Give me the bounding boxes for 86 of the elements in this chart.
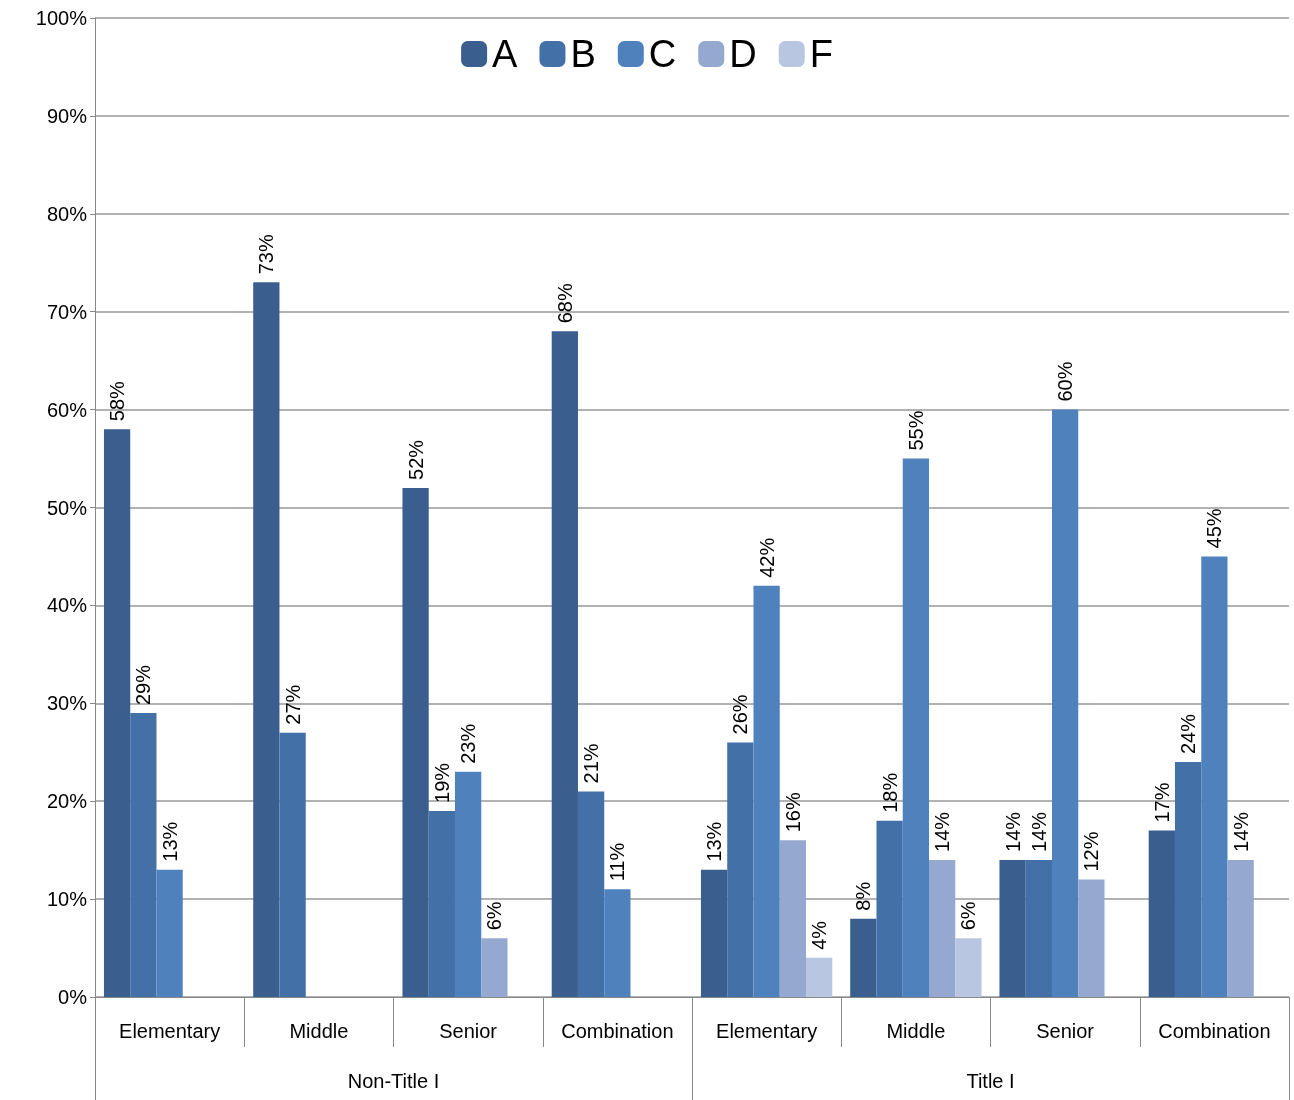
data-label: 13% (158, 821, 181, 862)
x-tick-label: Combination (1158, 1020, 1271, 1042)
bar (253, 282, 280, 997)
data-label: 13% (703, 821, 726, 862)
bar (727, 742, 754, 997)
data-label: 6% (483, 901, 506, 931)
x-tick-label: Middle (886, 1020, 946, 1042)
y-tick-label: 40% (46, 594, 88, 617)
data-label: 58% (106, 380, 129, 422)
x-tick-label: Elementary (119, 1020, 221, 1042)
data-label: 14% (1027, 811, 1050, 852)
bar (929, 859, 956, 997)
data-label: 42% (755, 537, 778, 578)
bar (779, 840, 807, 997)
x-tick-label: Combination (561, 1020, 674, 1042)
bar (955, 938, 982, 997)
bar (103, 429, 131, 997)
bar (1227, 859, 1254, 997)
bar (1025, 859, 1052, 997)
data-label: 60% (1054, 361, 1077, 402)
bar (700, 869, 728, 997)
text: Non-Title I (347, 1070, 440, 1092)
bar (428, 810, 455, 997)
legend-label: F (809, 33, 833, 75)
bar (577, 791, 605, 997)
data-label: 27% (281, 684, 304, 725)
legend-label: B (570, 33, 596, 75)
data-label: 11% (606, 842, 629, 882)
x-tick-label: Senior (1036, 1020, 1095, 1042)
data-label: 55% (904, 410, 927, 451)
data-label: 26% (729, 694, 752, 735)
data-label: 29% (132, 664, 155, 706)
bar (1078, 879, 1105, 997)
bar (481, 938, 508, 997)
data-label: 52% (404, 439, 427, 480)
data-label: 16% (781, 792, 804, 833)
bar (1174, 762, 1202, 997)
y-tick-label: 80% (46, 202, 88, 225)
data-label: 8% (852, 881, 875, 911)
bar (1051, 409, 1079, 997)
x-tick-label: Senior (439, 1020, 498, 1042)
bar (1201, 556, 1228, 997)
data-label: 12% (1080, 831, 1103, 872)
legend-label: A (492, 33, 519, 75)
data-label: 21% (580, 743, 603, 784)
bar (806, 957, 833, 997)
y-tick-label: 10% (46, 888, 88, 911)
bar (902, 458, 930, 997)
legend-label: D (729, 33, 757, 75)
data-label: 14% (931, 811, 954, 852)
bar (850, 918, 877, 997)
y-tick-label: 90% (46, 104, 88, 127)
data-label: 23% (457, 723, 480, 764)
y-tick-label: 100% (35, 7, 88, 29)
bar (279, 732, 306, 997)
data-label: 6% (957, 901, 980, 931)
text: Title I (966, 1070, 1015, 1092)
bar (156, 869, 183, 997)
bar (604, 889, 631, 997)
legend-label: C (648, 33, 677, 75)
x-tick-label: Middle (289, 1020, 349, 1042)
bar (753, 585, 780, 997)
y-tick-label: 0% (58, 986, 88, 1008)
data-label: 14% (1001, 811, 1024, 852)
bar (130, 713, 157, 997)
bar (551, 331, 578, 997)
bar (876, 820, 903, 997)
data-label: 4% (808, 920, 831, 950)
data-label: 17% (1150, 782, 1173, 823)
y-tick-label: 20% (46, 790, 88, 813)
y-tick-label: 60% (46, 398, 88, 421)
data-label: 73% (255, 234, 278, 275)
x-tick-label: Elementary (716, 1020, 818, 1042)
y-tick-label: 70% (46, 300, 88, 323)
bar (454, 771, 482, 997)
data-label: 14% (1229, 811, 1252, 852)
data-label: 68% (553, 283, 576, 324)
bar (999, 859, 1026, 997)
y-tick-label: 50% (46, 496, 88, 519)
data-label: 18% (878, 772, 901, 813)
data-label: 45% (1203, 508, 1226, 549)
data-label: 19% (430, 762, 453, 803)
bar (1148, 830, 1175, 997)
y-tick-label: 30% (46, 692, 88, 715)
bar (402, 487, 429, 997)
data-label: 24% (1177, 713, 1200, 755)
